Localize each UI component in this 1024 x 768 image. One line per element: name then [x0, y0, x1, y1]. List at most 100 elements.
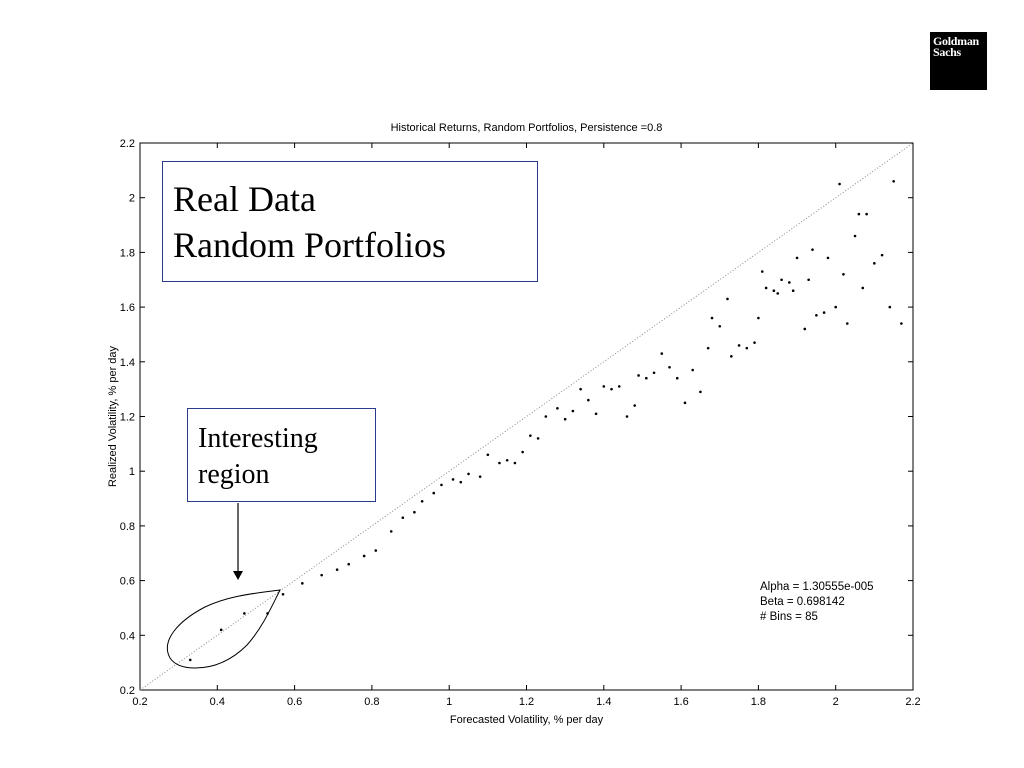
data-point	[730, 355, 733, 358]
bins-stat: # Bins = 85	[760, 611, 818, 623]
alpha-stat: Alpha = 1.30555e-005	[760, 581, 874, 593]
data-point	[668, 365, 671, 369]
data-point	[544, 415, 548, 418]
y-tick-label: 1.4	[120, 357, 135, 369]
random-portfolios-label: Random Portfolios	[173, 225, 447, 265]
data-point	[822, 311, 826, 314]
x-tick-label: 2	[833, 696, 839, 708]
x-tick-label: 0.4	[210, 696, 225, 708]
data-point	[706, 346, 710, 350]
data-point	[587, 398, 590, 402]
y-tick-label: 1.2	[120, 412, 135, 424]
y-tick-label: 0.4	[120, 630, 135, 642]
y-tick-label: 0.8	[120, 521, 135, 533]
data-point	[780, 278, 783, 282]
data-point	[718, 324, 722, 328]
x-tick-label: 2.2	[905, 696, 920, 708]
x-tick-label: 1.6	[673, 696, 688, 708]
data-point	[513, 461, 517, 465]
data-point	[362, 554, 366, 558]
y-tick-label: 2.2	[120, 138, 135, 150]
x-tick-label: 0.6	[287, 696, 302, 708]
data-point	[335, 568, 339, 571]
data-point	[347, 562, 351, 566]
data-point	[652, 371, 656, 375]
goldman-sachs-logo: Goldman Sachs	[930, 32, 987, 90]
axis-ticks: 0.2 0.4 0.6 0.8 1 1.2 1.4 1.6 1.8 2 2.2 0.2 0.4 0.6 0.…	[120, 138, 921, 708]
y-tick-label: 1.6	[120, 302, 135, 314]
data-point	[625, 415, 629, 418]
data-point	[842, 272, 845, 276]
x-tick-label: 1.2	[519, 696, 534, 708]
data-point	[691, 368, 694, 372]
data-point	[865, 212, 868, 216]
data-point	[633, 404, 637, 407]
data-point	[602, 385, 606, 388]
data-point	[745, 346, 749, 350]
data-point	[610, 387, 613, 391]
data-point	[617, 385, 621, 388]
data-point	[900, 322, 903, 325]
data-point	[795, 256, 799, 260]
x-tick-label: 0.2	[132, 696, 147, 708]
data-point	[726, 297, 729, 301]
data-point	[873, 262, 876, 265]
regression-stats: Alpha = 1.30555e-005 Beta = 0.698142 # B…	[760, 580, 874, 625]
beta-stat: Beta = 0.698142	[760, 596, 845, 608]
interesting-region-outline	[167, 589, 281, 669]
data-point	[281, 592, 285, 596]
data-point	[529, 434, 532, 437]
chart-title: Historical Returns, Random Portfolios, P…	[391, 122, 663, 134]
data-point	[505, 458, 509, 462]
data-point	[188, 658, 192, 662]
data-point	[459, 480, 463, 484]
annotation-arrow-head	[233, 571, 243, 580]
data-point	[660, 352, 664, 355]
data-point	[791, 289, 795, 292]
data-point	[861, 286, 865, 290]
data-point	[853, 234, 857, 238]
data-point	[892, 179, 895, 183]
data-point	[737, 344, 741, 347]
data-point	[637, 374, 640, 377]
x-axis-label: Forecasted Volatility, % per day	[450, 714, 604, 726]
data-point	[888, 305, 892, 309]
data-point	[432, 491, 436, 495]
x-tick-label: 0.8	[364, 696, 379, 708]
data-point	[467, 472, 470, 476]
data-point	[699, 390, 702, 394]
data-point	[579, 387, 582, 391]
data-point	[803, 327, 807, 331]
data-point	[498, 461, 501, 465]
data-point	[440, 483, 443, 487]
data-point	[594, 412, 598, 416]
data-point	[243, 612, 246, 615]
data-point	[571, 409, 575, 413]
data-point	[880, 253, 884, 257]
data-point	[645, 376, 648, 380]
data-point	[478, 475, 482, 478]
data-point	[826, 256, 830, 260]
data-point	[753, 341, 756, 344]
real-data-annotation-box: Real Data Random Portfolios	[162, 161, 538, 282]
x-tick-label: 1	[446, 696, 452, 708]
data-point	[521, 450, 524, 454]
data-point	[710, 316, 714, 320]
x-tick-label: 1.8	[751, 696, 766, 708]
region-label: region	[198, 459, 270, 490]
data-point	[760, 270, 764, 273]
data-point	[301, 582, 304, 585]
data-point	[563, 417, 567, 421]
data-point	[420, 499, 424, 503]
logo-line-2: Sachs	[933, 45, 961, 59]
data-point	[374, 549, 378, 552]
data-point	[776, 292, 780, 295]
logo-line-1: Goldman	[933, 34, 979, 48]
reference-diagonal-line	[139, 142, 914, 691]
data-point	[815, 314, 818, 317]
data-point	[683, 401, 687, 405]
data-point	[807, 278, 810, 282]
data-point	[764, 286, 768, 290]
data-point	[845, 322, 849, 325]
data-point	[401, 516, 405, 519]
